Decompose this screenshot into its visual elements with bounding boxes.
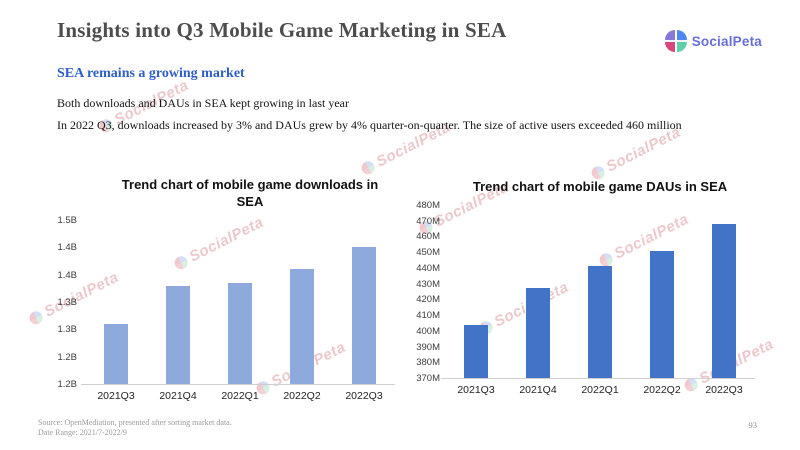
y-axis-tick: 470M <box>416 215 440 227</box>
date-range-note: Date Range: 2021/7-2022/9 <box>38 428 127 437</box>
bar-2021Q4 <box>166 286 190 384</box>
body-line-2: In 2022 Q3, downloads increased by 3% an… <box>57 118 682 132</box>
x-axis-tick: 2022Q1 <box>221 390 259 402</box>
y-axis-tick: 1.5B <box>57 215 77 226</box>
y-axis-tick: 420M <box>416 294 440 306</box>
y-axis-tick: 460M <box>416 231 440 243</box>
y-axis-tick: 1.3B <box>57 297 77 308</box>
footer-notes: Source: OpenMediation, presented after s… <box>38 418 232 438</box>
source-note: Source: OpenMediation, presented after s… <box>38 418 232 427</box>
bar-2022Q1 <box>228 283 252 384</box>
bar-2021Q4 <box>526 288 550 378</box>
y-axis-tick: 1.2B <box>57 379 77 390</box>
x-axis-tick: 2022Q2 <box>643 384 681 396</box>
page-title: Insights into Q3 Mobile Game Marketing i… <box>57 18 507 42</box>
y-axis-tick: 450M <box>416 247 440 259</box>
x-axis-line <box>441 378 755 379</box>
page-number: 93 <box>748 420 758 430</box>
y-axis-tick: 1.4B <box>57 242 77 254</box>
x-axis-tick: 2022Q3 <box>345 390 383 402</box>
x-axis-tick: 2021Q4 <box>159 390 197 402</box>
logo-text: SocialPeta <box>691 33 762 49</box>
chart-title: Trend chart of mobile game DAUs in SEA <box>472 179 728 194</box>
y-axis-tick: 430M <box>416 278 440 290</box>
socialpeta-logo: SocialPeta <box>664 30 762 52</box>
x-axis-tick: 2021Q3 <box>97 390 135 402</box>
bar-2022Q2 <box>290 269 314 384</box>
x-axis-tick: 2022Q2 <box>283 390 321 402</box>
bar-2022Q1 <box>588 266 612 378</box>
body-line-1: Both downloads and DAUs in SEA kept grow… <box>57 96 349 110</box>
bar-2022Q2 <box>650 251 674 378</box>
x-axis-line <box>81 384 395 385</box>
bar-2021Q3 <box>104 324 128 384</box>
y-axis-tick: 390M <box>416 341 440 353</box>
y-axis-tick: 370M <box>416 373 440 384</box>
socialpeta-pie-icon <box>664 30 687 52</box>
section-subtitle: SEA remains a growing market <box>57 66 245 81</box>
y-axis-tick: 400M <box>416 325 440 337</box>
x-axis-tick: 2021Q4 <box>519 384 557 396</box>
daus-trend-chart: Trend chart of mobile game DAUs in SEA 48… <box>411 174 791 414</box>
y-axis-tick: 1.2B <box>57 351 77 363</box>
bar-2022Q3 <box>352 247 376 384</box>
y-axis-tick: 480M <box>416 200 440 211</box>
chart-title: Trend chart of mobile game downloads in S… <box>121 177 379 209</box>
bar-2021Q3 <box>464 325 488 378</box>
y-axis-tick: 380M <box>416 357 440 369</box>
y-axis-tick: 1.4B <box>57 269 77 281</box>
x-axis-tick: 2022Q1 <box>581 384 619 396</box>
bar-2022Q3 <box>712 224 736 378</box>
x-axis-tick: 2021Q3 <box>457 384 495 396</box>
y-axis-tick: 440M <box>416 262 440 274</box>
y-axis-tick: 410M <box>416 310 440 322</box>
x-axis-tick: 2022Q3 <box>705 384 743 396</box>
downloads-trend-chart: Trend chart of mobile game downloads in S… <box>51 174 421 414</box>
y-axis-tick: 1.3B <box>57 324 77 336</box>
watermark-pie-icon <box>27 309 45 327</box>
